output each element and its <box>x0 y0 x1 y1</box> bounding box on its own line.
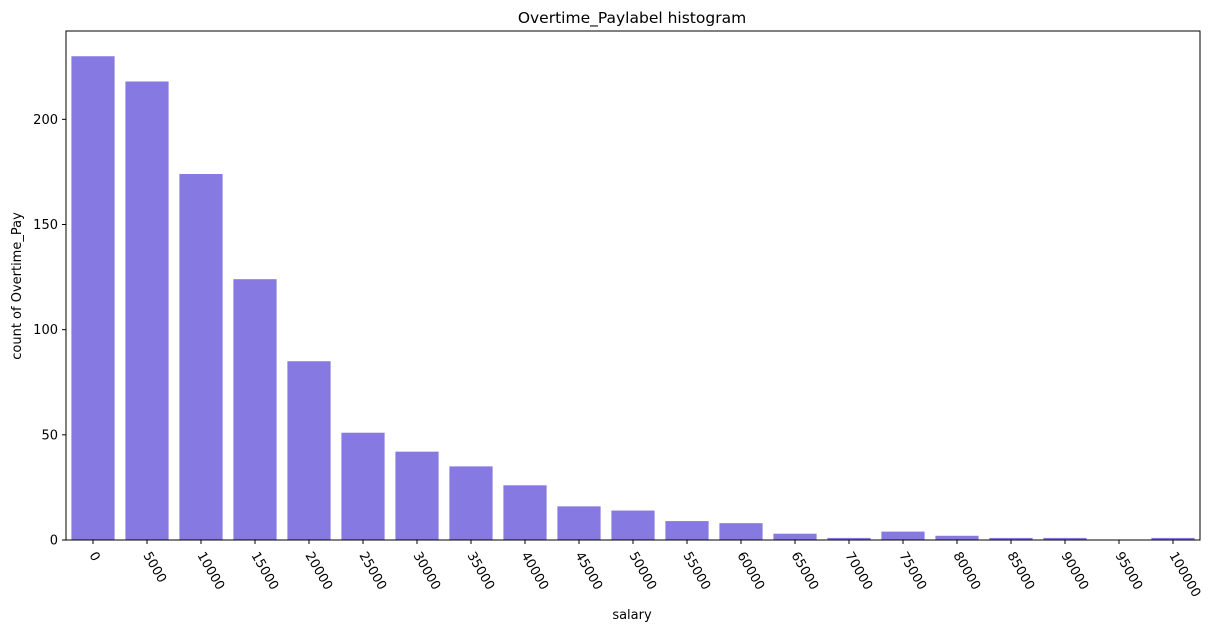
bar-20000 <box>287 361 331 540</box>
bar-55000 <box>665 521 709 540</box>
bar-90000 <box>1043 537 1087 540</box>
x-tick-label: 100000 <box>1166 550 1204 600</box>
x-tick-label: 25000 <box>356 550 390 593</box>
x-tick-label: 10000 <box>194 550 228 593</box>
bar-5000 <box>125 81 169 540</box>
bars-layer <box>71 56 1195 541</box>
x-axis-label: salary <box>612 608 652 623</box>
y-tick-label: 0 <box>50 534 58 549</box>
bar-30000 <box>395 451 439 540</box>
bar-85000 <box>989 537 1033 540</box>
bar-25000 <box>341 432 385 540</box>
bar-15000 <box>233 279 277 540</box>
bar-60000 <box>719 523 763 540</box>
x-axis: 0 5000 10000 15000 20000 25000 30000 35000 40000… <box>86 540 1204 600</box>
bar-65000 <box>773 533 817 540</box>
x-tick-label: 60000 <box>734 550 768 593</box>
y-tick-label: 50 <box>41 428 58 443</box>
y-tick-label: 200 <box>33 113 58 128</box>
x-tick-label: 65000 <box>788 550 822 593</box>
chart-title: Overtime_Paylabel histogram <box>518 9 746 28</box>
y-axis: 0 50 100 150 200 <box>33 113 66 549</box>
plot-frame <box>65 30 1201 541</box>
y-tick-label: 150 <box>33 218 58 233</box>
bar-50000 <box>611 510 655 540</box>
bar-10000 <box>179 174 223 540</box>
x-tick-label: 30000 <box>410 550 444 593</box>
x-tick-label: 70000 <box>842 550 876 593</box>
bar-75000 <box>881 531 925 540</box>
x-tick-label: 80000 <box>950 550 984 593</box>
bar-0 <box>71 56 115 541</box>
x-tick-label: 40000 <box>518 550 552 593</box>
x-tick-label: 15000 <box>248 550 282 593</box>
x-tick-label: 55000 <box>680 550 714 593</box>
x-tick-label: 20000 <box>302 550 336 593</box>
x-tick-label: 5000 <box>140 550 170 586</box>
x-tick-label: 75000 <box>896 550 930 593</box>
x-tick-label: 35000 <box>464 550 498 593</box>
bar-40000 <box>503 485 547 540</box>
x-tick-label: 50000 <box>626 550 660 593</box>
x-tick-label: 90000 <box>1058 550 1092 593</box>
x-tick-label: 85000 <box>1004 550 1038 593</box>
x-tick-label: 45000 <box>572 550 606 593</box>
bar-80000 <box>935 535 979 540</box>
bar-45000 <box>557 506 601 540</box>
x-tick-label: 95000 <box>1112 550 1146 593</box>
y-tick-label: 100 <box>33 323 58 338</box>
x-tick-label: 0 <box>86 550 103 565</box>
bar-70000 <box>827 537 871 540</box>
bar-100000 <box>1151 537 1195 540</box>
bar-35000 <box>449 466 493 540</box>
y-axis-label: count of Overtime_Pay <box>10 212 25 360</box>
